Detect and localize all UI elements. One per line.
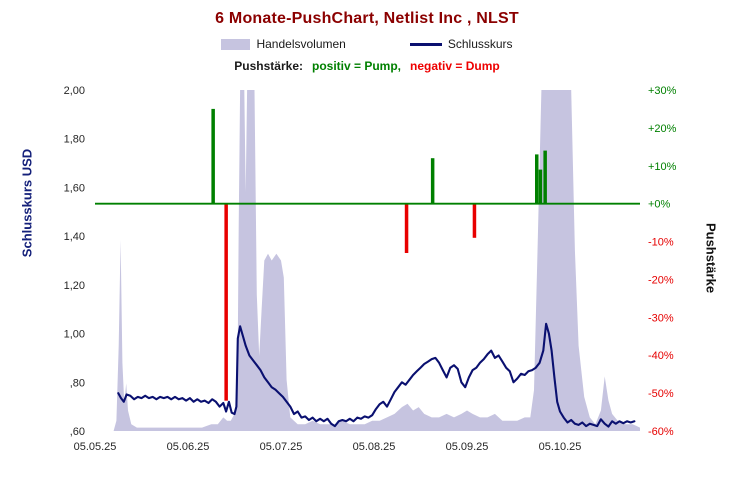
- legend-item-handelsvolumen: Handelsvolumen: [221, 37, 346, 51]
- svg-text:+10%: +10%: [648, 161, 677, 173]
- svg-text:,80: ,80: [70, 377, 85, 389]
- svg-text:05.10.25: 05.10.25: [539, 441, 582, 453]
- push-caption-negative: negativ = Dump: [410, 59, 500, 73]
- legend-label-handelsvolumen: Handelsvolumen: [256, 37, 346, 51]
- svg-text:05.05.25: 05.05.25: [74, 441, 117, 453]
- svg-text:+20%: +20%: [648, 123, 677, 135]
- push-caption-label: Pushstärke:: [234, 59, 303, 73]
- push-caption-positive: positiv = Pump,: [312, 59, 402, 73]
- chart-title: 6 Monate-PushChart, Netlist Inc , NLST: [215, 10, 519, 27]
- svg-text:-20%: -20%: [648, 274, 674, 286]
- svg-text:-60%: -60%: [648, 426, 674, 438]
- svg-text:2,00: 2,00: [64, 85, 85, 97]
- svg-text:-50%: -50%: [648, 388, 674, 400]
- svg-text:-30%: -30%: [648, 312, 674, 324]
- svg-text:,60: ,60: [70, 426, 85, 438]
- svg-text:05.07.25: 05.07.25: [260, 441, 303, 453]
- svg-text:+30%: +30%: [648, 85, 677, 97]
- svg-text:-40%: -40%: [648, 350, 674, 362]
- legend-label-schlusskurs: Schlusskurs: [447, 37, 513, 51]
- volume-swatch-icon: [221, 38, 251, 50]
- svg-text:1,60: 1,60: [64, 182, 85, 194]
- line-swatch-icon: [409, 42, 442, 46]
- svg-text:+0%: +0%: [648, 199, 671, 211]
- svg-text:1,40: 1,40: [64, 231, 85, 243]
- svg-text:-10%: -10%: [648, 237, 674, 249]
- svg-text:05.08.25: 05.08.25: [353, 441, 396, 453]
- chart-legend: Handelsvolumen Schlusskurs: [0, 37, 734, 51]
- svg-text:1,80: 1,80: [64, 134, 85, 146]
- legend-item-schlusskurs: Schlusskurs: [409, 37, 513, 51]
- svg-text:1,20: 1,20: [64, 280, 85, 292]
- svg-text:1,00: 1,00: [64, 329, 85, 341]
- svg-text:05.09.25: 05.09.25: [446, 441, 489, 453]
- svg-text:05.06.25: 05.06.25: [167, 441, 210, 453]
- push-caption: Pushstärke: positiv = Pump, negativ = Du…: [0, 59, 734, 73]
